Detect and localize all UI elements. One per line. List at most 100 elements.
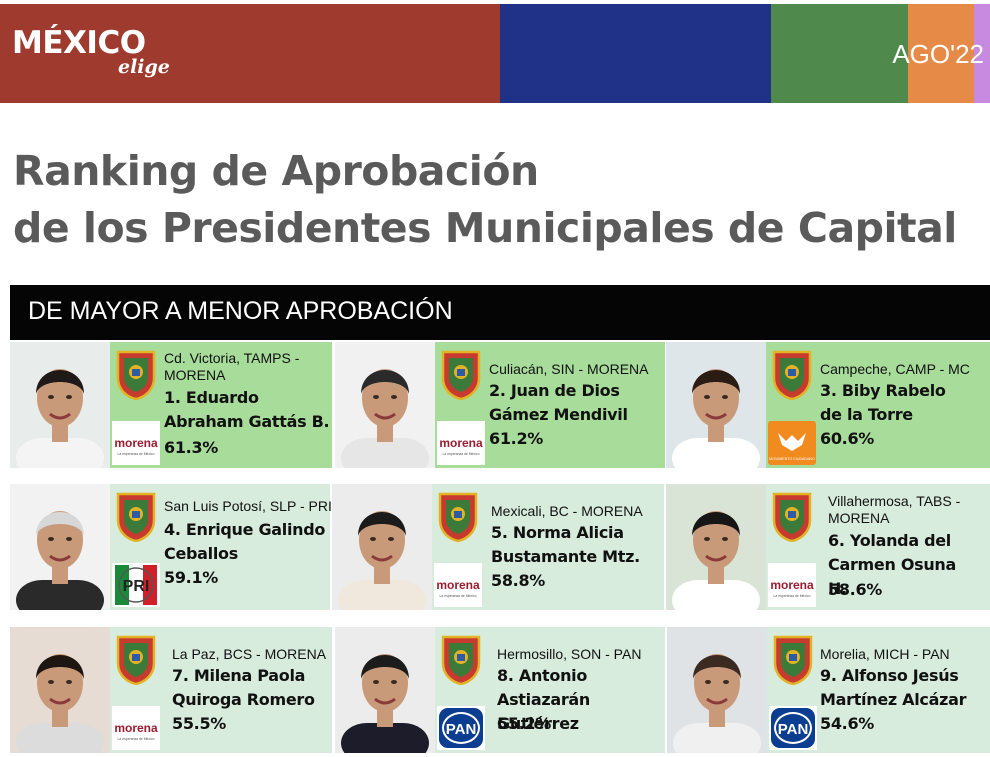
official-location: Morelia, MICH - PAN xyxy=(820,646,950,662)
official-photo xyxy=(10,627,110,753)
sinaloa-seal-icon xyxy=(440,348,482,401)
svg-text:morena: morena xyxy=(439,436,483,450)
official-card-6: morena La esperanza de México Villahermo… xyxy=(666,484,990,610)
morena-party-logo: morena La esperanza de México xyxy=(112,706,160,750)
official-name: 3. Biby Rabelo de la Torre xyxy=(820,381,946,424)
official-info: PAN Hermosillo, SON - PAN 8. Antonio Ast… xyxy=(435,627,665,753)
official-location: La Paz, BCS - MORENA xyxy=(172,646,327,662)
header-banner: MÉXICO elige AGO'22 xyxy=(0,0,990,103)
svg-text:La esperanza de México: La esperanza de México xyxy=(118,452,155,456)
banner-segment-orange xyxy=(908,4,974,103)
morena-party-logo: morena La esperanza de México xyxy=(768,563,816,607)
official-approval: 55.2% xyxy=(497,714,552,733)
michoacan-seal-icon xyxy=(772,633,814,686)
svg-text:MOVIMIENTO CIUDADANO: MOVIMIENTO CIUDADANO xyxy=(769,457,815,461)
official-name: 9. Alfonso Jesús Martínez Alcázar xyxy=(820,666,967,709)
tabasco-seal-icon xyxy=(771,490,813,543)
official-location: Culiacán, SIN - MORENA xyxy=(489,361,649,377)
official-info: morena La esperanza de México Mexicali, … xyxy=(432,484,664,610)
official-location: San Luis Potosí, SLP - PRI xyxy=(164,498,332,514)
banner-segment-red xyxy=(0,4,500,103)
svg-text:morena: morena xyxy=(114,721,158,735)
pri-party-logo: PRI xyxy=(112,563,160,607)
official-card-5: morena La esperanza de México Mexicali, … xyxy=(332,484,664,610)
official-name: 7. Milena Paola Quiroga Romero xyxy=(172,666,315,709)
logo-main-text: MÉXICO xyxy=(12,25,146,61)
title-line-2: de los Presidentes Municipales de Capita… xyxy=(13,204,957,252)
official-card-7: morena La esperanza de México La Paz, BC… xyxy=(10,627,332,753)
official-name: 6. Yolanda del Carmen Osuna H. xyxy=(828,531,957,598)
official-location: Mexicali, BC - MORENA xyxy=(491,503,643,519)
official-photo xyxy=(335,627,435,753)
report-date: AGO'22 xyxy=(892,39,984,69)
morena-party-logo: morena La esperanza de México xyxy=(437,421,485,465)
banner-segment-purple xyxy=(974,4,990,103)
mc-party-logo: MOVIMIENTO CIUDADANO xyxy=(768,421,816,465)
baja-california-seal-icon xyxy=(437,490,479,543)
pan-party-logo: PAN xyxy=(437,706,485,750)
page-title: Ranking de Aprobación de los Presidentes… xyxy=(13,143,957,257)
official-info: PAN Morelia, MICH - PAN 9. Alfonso Jesús… xyxy=(767,627,990,753)
mexico-elige-logo: MÉXICO elige xyxy=(12,25,170,79)
baja-california-sur-seal-icon xyxy=(115,633,157,686)
official-location: Hermosillo, SON - PAN xyxy=(497,646,642,662)
svg-text:La esperanza de México: La esperanza de México xyxy=(774,594,811,598)
official-info: PRI San Luis Potosí, SLP - PRI 4. Enriqu… xyxy=(110,484,332,610)
morena-party-logo: morena La esperanza de México xyxy=(434,563,482,607)
official-info: morena La esperanza de México La Paz, BC… xyxy=(110,627,332,753)
official-info: MOVIMIENTO CIUDADANO Campeche, CAMP - MC… xyxy=(766,342,990,468)
logo-sub-text: elige xyxy=(118,56,170,78)
morena-party-logo: morena La esperanza de México xyxy=(112,421,160,465)
section-header-label: DE MAYOR A MENOR APROBACIÓN xyxy=(28,297,453,325)
banner-segment-blue xyxy=(500,4,771,103)
official-card-2: morena La esperanza de México Culiacán, … xyxy=(335,342,665,468)
official-name: 2. Juan de Dios Gámez Mendivil xyxy=(489,381,628,424)
official-photo xyxy=(10,342,110,468)
official-approval: 54.6% xyxy=(820,714,875,733)
campeche-seal-icon xyxy=(771,348,813,401)
official-name: 1. Eduardo Abraham Gattás B. xyxy=(164,388,330,431)
official-location: Villahermosa, TABS - MORENA xyxy=(828,493,961,526)
official-approval: 60.6% xyxy=(820,429,875,448)
svg-text:La esperanza de México: La esperanza de México xyxy=(118,737,155,741)
svg-text:morena: morena xyxy=(114,436,158,450)
official-approval: 55.5% xyxy=(172,714,227,733)
title-line-1: Ranking de Aprobación xyxy=(13,147,539,195)
banner-segment-green xyxy=(771,4,908,103)
official-photo xyxy=(666,342,766,468)
pan-party-logo: PAN xyxy=(769,706,817,750)
official-photo xyxy=(332,484,432,610)
section-header: DE MAYOR A MENOR APROBACIÓN xyxy=(10,285,990,340)
svg-text:PRI: PRI xyxy=(123,578,150,595)
svg-text:PAN: PAN xyxy=(446,721,477,738)
svg-text:morena: morena xyxy=(770,578,814,592)
official-location: Campeche, CAMP - MC xyxy=(820,361,970,377)
official-card-9: PAN Morelia, MICH - PAN 9. Alfonso Jesús… xyxy=(667,627,990,753)
official-card-8: PAN Hermosillo, SON - PAN 8. Antonio Ast… xyxy=(335,627,665,753)
official-info: morena La esperanza de México Culiacán, … xyxy=(435,342,665,468)
svg-text:La esperanza de México: La esperanza de México xyxy=(440,594,477,598)
official-info: morena La esperanza de México Villahermo… xyxy=(766,484,990,610)
official-photo xyxy=(10,484,110,610)
san-luis-potosi-seal-icon xyxy=(115,490,157,543)
official-card-3: MOVIMIENTO CIUDADANO Campeche, CAMP - MC… xyxy=(666,342,990,468)
official-approval: 61.3% xyxy=(164,438,219,457)
official-approval: 58.8% xyxy=(491,571,546,590)
official-name: 4. Enrique Galindo Ceballos xyxy=(164,520,326,563)
official-approval: 59.1% xyxy=(164,568,219,587)
tamaulipas-seal-icon xyxy=(115,348,157,401)
official-approval: 61.2% xyxy=(489,429,544,448)
official-location: Cd. Victoria, TAMPS - MORENA xyxy=(164,350,300,383)
official-approval: 58.6% xyxy=(828,580,883,599)
official-name: 8. Antonio Astiazarán Gutiérrez xyxy=(497,666,591,733)
official-photo xyxy=(667,627,767,753)
official-photo xyxy=(335,342,435,468)
official-info: morena La esperanza de México Cd. Victor… xyxy=(110,342,332,468)
svg-text:La esperanza de México: La esperanza de México xyxy=(443,452,480,456)
svg-text:PAN: PAN xyxy=(778,721,809,738)
svg-text:morena: morena xyxy=(436,578,480,592)
official-name: 5. Norma Alicia Bustamante Mtz. xyxy=(491,523,640,566)
sonora-seal-icon xyxy=(440,633,482,686)
official-card-1: morena La esperanza de México Cd. Victor… xyxy=(10,342,332,468)
official-photo xyxy=(666,484,766,610)
